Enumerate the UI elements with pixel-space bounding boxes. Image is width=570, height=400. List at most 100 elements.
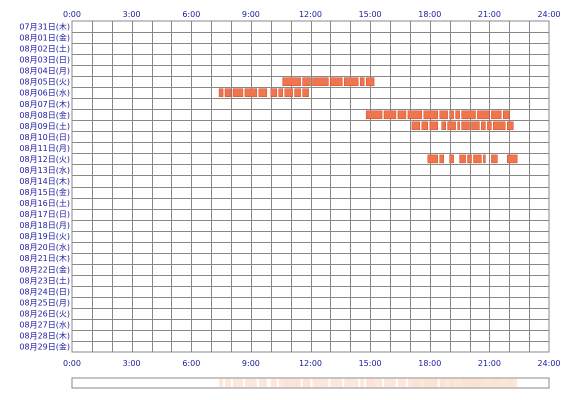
summary-mark — [439, 379, 444, 387]
activity-bar — [294, 88, 301, 97]
top-tick-label: 3:00 — [123, 10, 141, 19]
row-label: 08月18日(月) — [19, 221, 70, 230]
summary-mark — [244, 379, 257, 387]
activity-bar — [457, 121, 460, 131]
activity-bar — [459, 154, 466, 164]
summary-mark — [487, 379, 492, 387]
activity-bar — [461, 110, 476, 120]
bottom-tick-label: 18:00 — [418, 359, 441, 368]
activity-bar — [312, 77, 329, 86]
summary-mark — [457, 379, 460, 387]
row-label: 08月06日(水) — [19, 88, 70, 98]
summary-mark — [360, 379, 365, 387]
row-label: 08月16日(土) — [19, 198, 70, 208]
activity-bar — [487, 121, 492, 131]
top-tick-label: 9:00 — [242, 10, 260, 19]
bottom-tick-label: 24:00 — [537, 359, 560, 368]
activity-bar — [481, 121, 486, 131]
summary-mark — [302, 379, 309, 387]
date-row-labels: 07月31日(木)08月01日(金)08月02日(土) 08月03日(日) 08月0… — [19, 22, 70, 352]
row-label: 08月26日(火) — [19, 309, 70, 318]
activity-bar — [258, 88, 268, 97]
activity-bar — [503, 110, 510, 120]
summary-mark — [467, 379, 472, 387]
row-label: 08月15日(金) — [19, 187, 70, 197]
row-label: 08月09日(土) — [19, 121, 70, 131]
activity-bar — [282, 77, 301, 86]
summary-mark — [384, 379, 396, 387]
bottom-tick-label: 6:00 — [182, 359, 200, 368]
summary-mark — [258, 379, 267, 387]
row-label: 08月10日(日) — [19, 133, 70, 142]
row-label: 08月28日(木) — [19, 330, 70, 340]
row-label: 08月03日(日) — [19, 56, 70, 65]
activity-bar — [232, 88, 244, 97]
summary-mark — [225, 379, 231, 387]
bottom-tick-label: 9:00 — [242, 359, 260, 368]
row-label: 08月21日(木) — [19, 253, 70, 263]
top-tick-label: 15:00 — [359, 10, 382, 19]
activity-bar — [483, 154, 486, 164]
activity-bar — [344, 77, 359, 86]
row-label: 08月01日(金) — [19, 33, 70, 43]
activity-bar — [270, 88, 278, 97]
row-label: 08月29日(金) — [19, 342, 70, 352]
activity-bar — [455, 110, 460, 120]
row-label: 08月14日(木) — [19, 176, 70, 186]
row-label: 08月05日(火) — [19, 78, 70, 87]
row-label: 08月27日(水) — [19, 319, 70, 329]
plot-frame — [71, 20, 550, 353]
activity-bar — [224, 88, 232, 97]
activity-bar — [477, 110, 490, 120]
bottom-tick-label: 21:00 — [478, 359, 501, 368]
row-label: 08月20日(水) — [19, 242, 70, 252]
summary-mark — [284, 379, 293, 387]
summary-mark — [397, 379, 406, 387]
bottom-tick-label: 3:00 — [123, 359, 141, 368]
activity-bar — [407, 110, 423, 120]
activity-bar — [397, 110, 407, 120]
activity-bar — [471, 121, 480, 131]
row-label: 08月08日(金) — [19, 110, 70, 120]
summary-mark — [449, 379, 454, 387]
activity-bar — [473, 154, 482, 164]
bottom-tick-label: 12:00 — [299, 359, 322, 368]
activity-bar — [302, 88, 309, 97]
activity-bar — [491, 154, 498, 164]
activity-bar — [284, 88, 293, 97]
summary-mark — [421, 379, 428, 387]
row-label: 07月31日(木) — [19, 22, 70, 32]
row-label: 08月23日(土) — [19, 275, 70, 285]
summary-mark — [344, 379, 359, 387]
summary-mark — [507, 379, 518, 387]
summary-mark — [312, 379, 329, 387]
top-tick-label: 18:00 — [418, 10, 441, 19]
row-label: 08月24日(日) — [19, 287, 70, 296]
row-label: 08月19日(火) — [19, 232, 70, 241]
top-tick-label: 0:00 — [63, 10, 81, 19]
activity-bar — [330, 77, 343, 86]
summary-mark — [330, 379, 343, 387]
grid — [71, 20, 550, 353]
summary-mark — [219, 379, 224, 387]
activity-bar — [467, 154, 472, 164]
activity-bar — [507, 121, 514, 131]
activity-bar — [421, 121, 429, 131]
row-label: 08月04日(月) — [19, 67, 70, 76]
top-axis-ticks: 0:00 3:00 6:00 9:00 12:00 15:00 18:00 21:00 24:0… — [63, 10, 561, 19]
summary-mark — [459, 379, 466, 387]
summary-mark — [491, 379, 498, 387]
row-label: 08月02日(土) — [19, 44, 70, 54]
activity-bar — [302, 77, 311, 86]
bottom-tick-label: 15:00 — [359, 359, 382, 368]
summary-mark — [483, 379, 486, 387]
activity-bar — [507, 154, 518, 164]
activity-bar — [411, 121, 421, 131]
activity-bars — [218, 77, 518, 164]
activity-bar — [439, 110, 448, 120]
activity-bar — [449, 110, 454, 120]
row-label: 08月22日(金) — [19, 264, 70, 274]
activity-bar — [244, 88, 258, 97]
top-tick-label: 21:00 — [478, 10, 501, 19]
summary-mark — [411, 379, 420, 387]
